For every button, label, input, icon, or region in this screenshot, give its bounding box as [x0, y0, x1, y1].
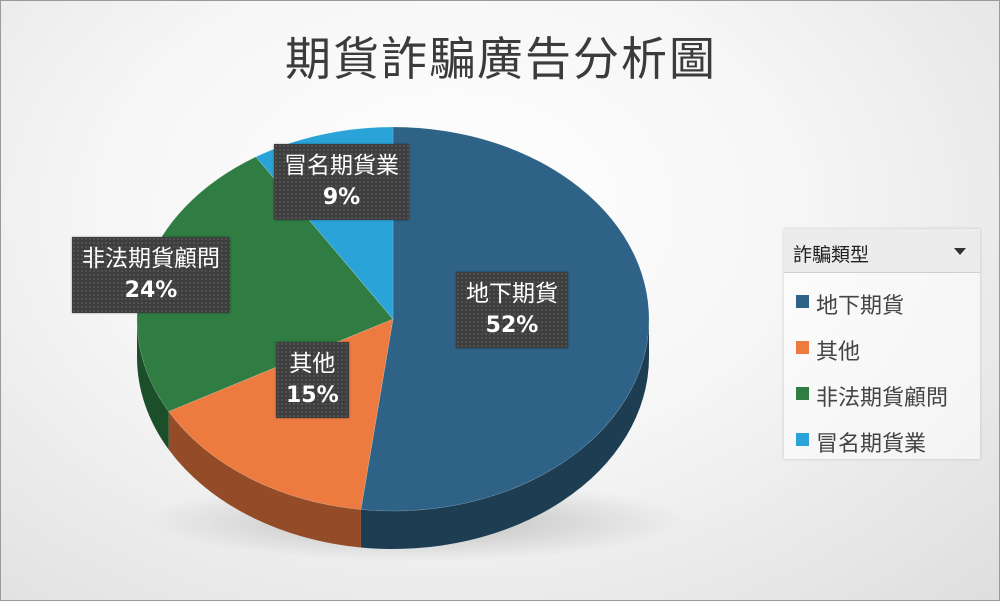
- legend-item-4[interactable]: 冒名期貨業: [784, 417, 980, 463]
- slice-3-side: [137, 319, 169, 450]
- legend-header: 詐騙類型: [784, 229, 980, 273]
- legend-label: 非法期貨顧問: [816, 386, 949, 411]
- slice-1-side: [360, 319, 649, 549]
- legend-item-1[interactable]: 地下期貨: [784, 279, 980, 325]
- slice-2-side: [168, 411, 361, 548]
- slice-4-label-name: 冒名期貨業: [284, 153, 399, 179]
- legend-label: 冒名期貨業: [816, 432, 927, 457]
- legend-swatch: [796, 433, 809, 446]
- slice-4-label-value: 9%: [322, 185, 361, 210]
- legend-swatch: [796, 387, 809, 400]
- legend: 詐騙類型 地下期貨其他非法期貨顧問 冒名期貨業: [784, 229, 980, 459]
- slice-4-data-label: 冒名期貨業 9%: [274, 144, 409, 220]
- slice-1-label-name: 地下期貨: [466, 281, 558, 307]
- legend-swatch: [796, 295, 809, 308]
- legend-label: 地下期貨: [816, 294, 905, 319]
- slice-2-label-name: 其他: [289, 351, 336, 377]
- slice-3-label-value: 24%: [124, 278, 178, 303]
- slice-2-label-value: 15%: [286, 383, 339, 408]
- chart-title: 期貨詐騙廣告分析圖: [285, 32, 717, 86]
- slice-1-label-value: 52%: [485, 313, 539, 338]
- slice-3-data-label: 非法期貨顧問 24%: [72, 237, 230, 313]
- legend-item-2[interactable]: 其他: [784, 325, 980, 371]
- legend-item-3[interactable]: 非法期貨顧問: [784, 371, 980, 417]
- slice-2-data-label: 其他 15%: [276, 342, 349, 418]
- slice-3-label-name: 非法期貨顧問: [82, 246, 220, 272]
- chevron-down-icon[interactable]: [948, 239, 972, 263]
- legend-label: 其他: [816, 340, 861, 365]
- slice-1-data-label: 地下期貨 52%: [456, 272, 568, 348]
- legend-title: 詐騙類型: [793, 244, 870, 266]
- legend-swatch: [796, 341, 809, 354]
